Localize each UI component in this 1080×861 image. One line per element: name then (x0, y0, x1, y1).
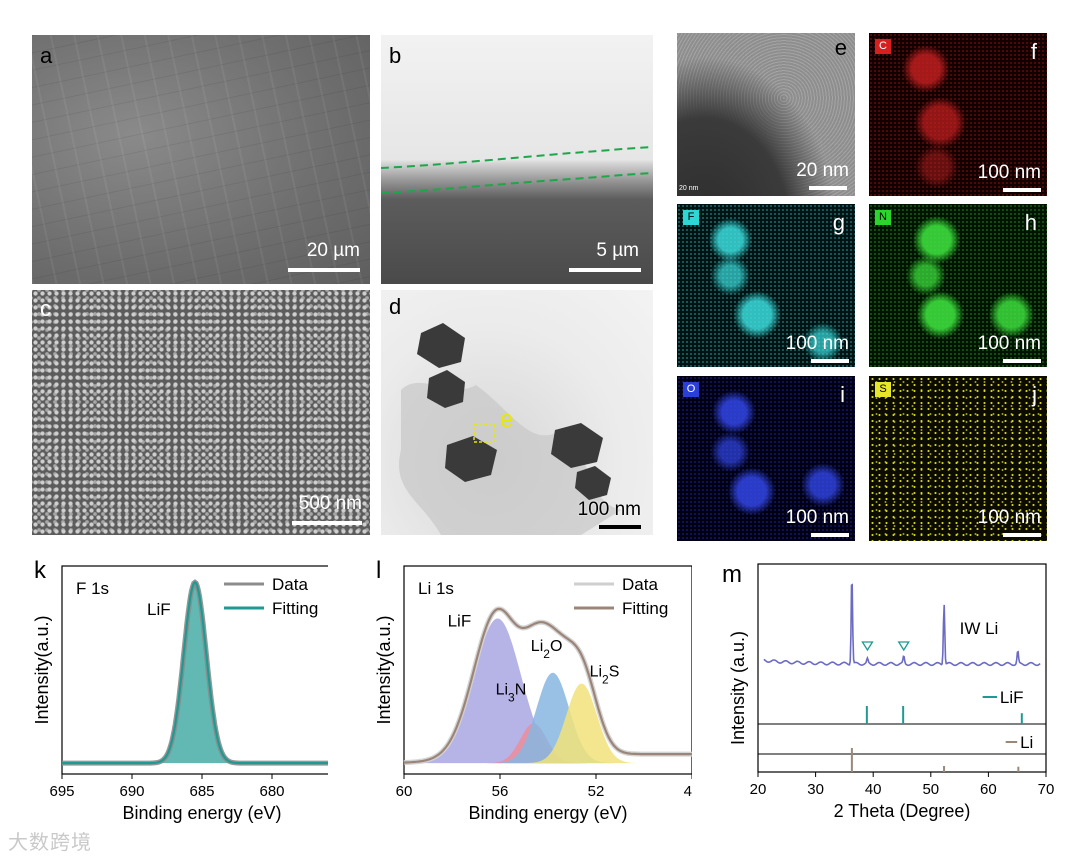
peak-label-LiF: LiF (147, 600, 171, 619)
x-tick-label: 40 (865, 781, 882, 798)
watermark: 大数跨境 (8, 830, 92, 854)
scale-bar (292, 521, 362, 525)
panel-letter: g (832, 210, 845, 235)
panel-letter: l (376, 558, 381, 584)
scale-bar-label: 20 µm (306, 240, 360, 261)
panel-f-eds-carbon: C f 100 nm (869, 33, 1047, 196)
lif-marker-triangle (897, 641, 910, 652)
peak-label-Li3N: Li3N (496, 681, 527, 704)
chart-l-li1s-xps: 60 56 52 48 Binding energy (eV) Intensity(a.u… (374, 558, 692, 823)
scale-bar-label: 100 nm (977, 162, 1041, 183)
fit-peak-Li2O (404, 672, 692, 764)
scale-bar-label: 100 nm (785, 507, 849, 528)
x-tick-label: 50 (922, 781, 939, 798)
y-axis-label: Intensity(a.u.) (374, 615, 394, 724)
x-axis-label: Binding energy (eV) (468, 803, 627, 823)
element-badge: F (683, 210, 699, 225)
x-tick-label: 56 (492, 783, 509, 800)
legend-label-data: Data (272, 575, 308, 594)
scale-bar (1003, 533, 1041, 537)
panel-a-sem: a 20 µm (32, 35, 370, 284)
x-tick-label: 690 (119, 783, 144, 800)
small-scale-label: 20 nm (679, 185, 699, 192)
element-badge: C (875, 39, 891, 54)
scale-bar (811, 533, 849, 537)
panel-letter: f (1030, 39, 1037, 64)
x-tick-label: 30 (807, 781, 824, 798)
spectrum-label: Li 1s (418, 579, 454, 598)
element-badge: N (875, 210, 891, 225)
xrd-pattern-iw-li (763, 583, 1041, 667)
fitting-curve (403, 607, 692, 764)
peak-label-LiF: LiF (448, 611, 472, 630)
panel-letter: m (722, 561, 742, 588)
panel-letter: a (40, 43, 53, 68)
panel-h-eds-nitrogen: N h 100 nm (869, 204, 1047, 367)
panel-c-sem: c 500 nm (32, 290, 370, 535)
panel-e-hrtem: e 20 nm 20 nm (677, 33, 855, 196)
panel-letter: k (34, 558, 47, 584)
x-tick-label: 695 (49, 783, 74, 800)
chart-k-f1s-xps: 695690685680675Binding energy (eV)Intens… (32, 558, 328, 823)
x-tick-label: 70 (1038, 781, 1055, 798)
scale-bar-label: 100 nm (977, 507, 1041, 528)
y-axis-label: Intensity(a.u.) (32, 615, 52, 724)
panel-g-eds-fluorine: F g 100 nm (677, 204, 855, 367)
panel-letter: i (840, 382, 845, 407)
scale-bar (1003, 188, 1041, 192)
ref-label-lif: LiF (1000, 688, 1024, 707)
scale-bar (811, 359, 849, 363)
fit-peak-LiF (62, 582, 328, 764)
scale-bar-label: 20 nm (796, 160, 849, 181)
x-tick-label: 680 (259, 783, 284, 800)
x-tick-label: 685 (189, 783, 214, 800)
panel-j-eds-sulfur: S j 100 nm (869, 376, 1047, 541)
panel-letter: c (40, 296, 51, 321)
ref-label-li: Li (1020, 733, 1033, 752)
panel-letter: b (389, 43, 402, 68)
scale-bar (599, 525, 641, 529)
panel-b-cross-section: b 5 µm (381, 35, 653, 284)
x-tick-label: 60 (396, 783, 413, 800)
y-axis-label: Intensity (a.u.) (728, 631, 748, 745)
fit-peak-LiF (404, 618, 692, 764)
scale-bar (288, 268, 360, 272)
scale-bar (569, 268, 641, 272)
element-badge: O (683, 382, 699, 397)
panel-letter: e (834, 35, 847, 60)
spectrum-label: F 1s (76, 579, 109, 598)
plot-frame (403, 565, 692, 775)
peak-label-Li2O: Li2O (531, 638, 563, 661)
fitting-curve (62, 580, 328, 765)
scale-bar-label: 100 nm (785, 333, 849, 354)
panel-letter: d (389, 294, 402, 319)
x-tick-label: 60 (980, 781, 997, 798)
panel-d-tem: d e 100 nm (381, 290, 653, 535)
panel-letter: j (1032, 382, 1037, 407)
x-tick-label: 52 (588, 783, 605, 800)
scale-bar (1003, 359, 1041, 363)
x-tick-label: 20 (750, 781, 767, 798)
legend-label-data: Data (622, 575, 658, 594)
scale-bar-label: 100 nm (577, 499, 641, 520)
scale-bar-label: 500 nm (298, 493, 362, 514)
element-badge: S (875, 382, 891, 397)
scale-bar (809, 186, 847, 190)
panel-i-eds-oxygen: O i 100 nm (677, 376, 855, 541)
panel-letter: h (1024, 210, 1037, 235)
x-axis-label: 2 Theta (Degree) (834, 801, 971, 821)
legend-label-fitting: Fitting (272, 599, 318, 618)
x-axis-label: Binding energy (eV) (122, 803, 281, 823)
zoom-region-label: e (500, 406, 514, 433)
nanocube-particles (399, 323, 621, 535)
scale-bar-label: 100 nm (977, 333, 1041, 354)
peak-label-Li2S: Li2S (590, 663, 620, 686)
plot-frame (757, 563, 1047, 773)
series-label-iw-li: IW Li (960, 619, 999, 638)
scale-bar-label: 5 µm (596, 240, 639, 261)
lif-marker-triangle (861, 641, 874, 652)
x-tick-label: 48 (684, 783, 692, 800)
legend-label-fitting: Fitting (622, 599, 668, 618)
chart-m-xrd: 20 30 40 50 60 70 2 Theta (Degree) Intensity (a… (722, 561, 1055, 821)
